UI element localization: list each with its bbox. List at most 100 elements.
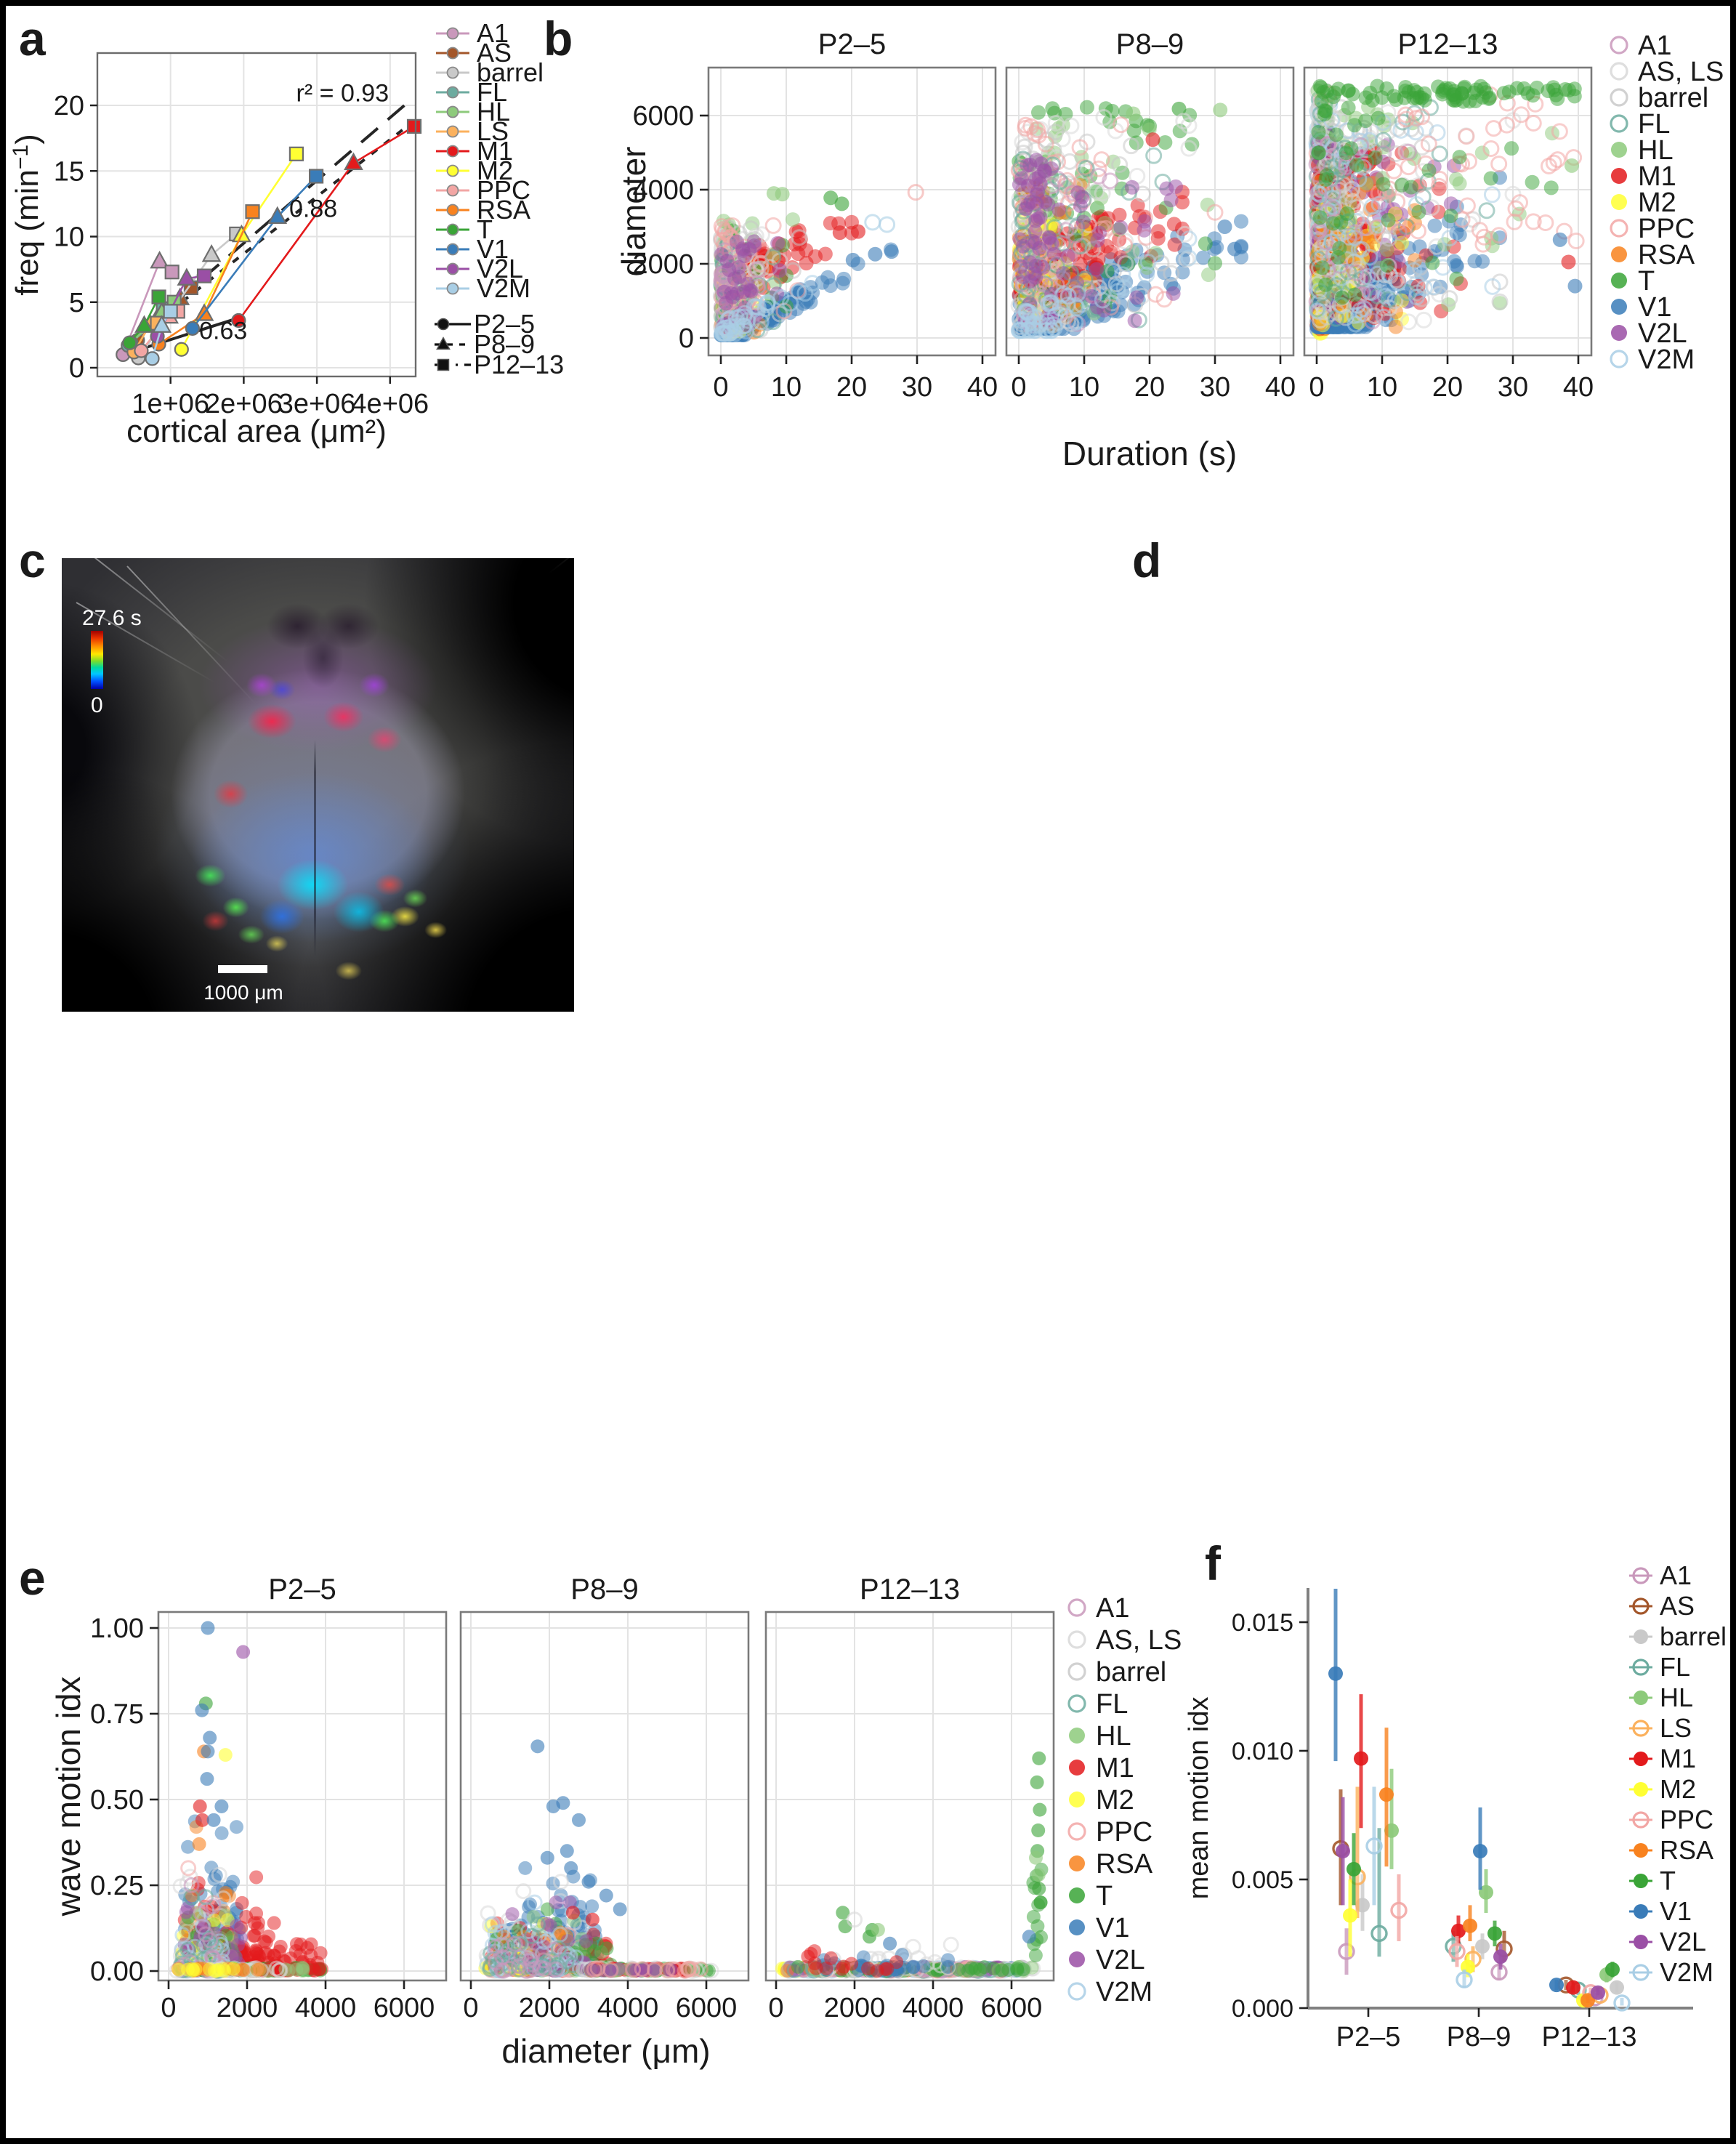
y-tick-label: 0.00 — [90, 1956, 144, 1987]
data-point-V2M — [1018, 304, 1035, 321]
data-point-M2 — [211, 1962, 225, 1977]
data-point-HL — [526, 1909, 541, 1924]
data-point-V2M — [1180, 230, 1198, 248]
y-axis-title: freq (min−1) — [9, 134, 45, 295]
data-point-HL — [1126, 106, 1141, 121]
brain-latency-photo: 27.6 s 0 1000 μm — [62, 558, 574, 1012]
legend-marker — [446, 105, 459, 118]
data-point-V1 — [868, 246, 883, 262]
data-point-T — [1317, 107, 1332, 122]
data-point-M1 — [1112, 207, 1127, 222]
data-point-T — [1376, 177, 1391, 192]
data-point-PPC — [1551, 123, 1568, 140]
legend-marker — [1611, 273, 1627, 289]
data-point-PPC — [1037, 135, 1054, 153]
data-point-A1 — [1067, 226, 1084, 243]
data-point-T — [1198, 236, 1213, 251]
legend-marker — [1610, 219, 1628, 238]
data-point-A1 — [1325, 184, 1342, 201]
data-point-V2L — [505, 1907, 520, 1922]
data-point-V2M — [721, 310, 738, 327]
data-point-V2L — [1041, 197, 1056, 212]
data-point-T — [1339, 206, 1355, 222]
data-point-PPC — [1389, 193, 1406, 211]
data-point-T — [1327, 85, 1342, 100]
legend-marker — [446, 164, 459, 177]
data-point-V1 — [214, 1799, 229, 1813]
data-point-V2L — [1127, 313, 1142, 329]
x-tick-label: 40 — [1265, 372, 1296, 403]
x-tick-label: 0 — [1309, 372, 1324, 403]
data-point-T — [1525, 174, 1540, 190]
data-point-V2L — [736, 284, 751, 299]
data-point-V2L — [1030, 187, 1045, 202]
y-tick-label: 4000 — [632, 175, 694, 206]
data-point-V2L — [1168, 179, 1183, 194]
legend-marker — [446, 184, 459, 197]
data-point-T — [1449, 271, 1464, 286]
data-point-PPC — [1115, 236, 1133, 254]
data-point-V2M — [1059, 287, 1077, 305]
data-point-T — [1045, 101, 1060, 116]
data-point-PPC — [1506, 213, 1523, 230]
data-point-V2M — [1416, 279, 1433, 297]
data-point-PPC — [724, 217, 741, 234]
legend-marker — [1611, 325, 1627, 341]
data-point-M1 — [249, 1870, 264, 1885]
data-point-FL — [1399, 284, 1416, 302]
data-point-T — [1105, 103, 1120, 118]
y-tick-label: 15 — [54, 156, 84, 187]
data-point-V2L — [230, 1919, 244, 1933]
data-point-ASLS — [552, 1874, 569, 1890]
legend-label: V2M — [477, 273, 530, 303]
data-point-V2L — [1031, 169, 1046, 185]
data-point-V2M — [174, 1927, 191, 1943]
legend-marker — [446, 282, 459, 295]
legend-age-label: P12–13 — [474, 350, 564, 379]
facet-title: P12–13 — [1398, 28, 1498, 60]
data-point-M1 — [799, 256, 814, 271]
data-point-ASLS — [1178, 251, 1195, 268]
data-point-ASLS — [1095, 109, 1113, 126]
data-point-PPC — [1397, 106, 1414, 124]
data-point-V2L — [1030, 211, 1046, 226]
data-point-FL — [1078, 159, 1095, 177]
data-point-T — [1319, 168, 1334, 183]
data-point-V2M — [772, 289, 790, 306]
data-point-T — [1368, 150, 1383, 165]
data-point-V2M — [1352, 302, 1369, 319]
data-point-V1 — [884, 244, 899, 259]
data-point-V1 — [1227, 241, 1242, 257]
data-point-barrel — [1331, 110, 1348, 127]
data-point-PPC — [1507, 200, 1525, 217]
data-point-FL — [1145, 147, 1163, 164]
legend-label: V2L — [1638, 318, 1687, 349]
data-point-FL — [197, 1889, 214, 1906]
data-point-HL — [1474, 145, 1490, 161]
data-point-V2L — [1033, 156, 1049, 172]
legend-marker — [446, 66, 459, 79]
data-point-barrel — [1061, 153, 1078, 170]
data-point-barrel — [1123, 137, 1140, 155]
data-point-PPC — [134, 343, 149, 358]
legend-age-label: P2–5 — [474, 309, 535, 339]
panel-label-c: c — [19, 533, 46, 587]
data-point-A1 — [205, 1898, 222, 1914]
data-point-PPC — [1410, 222, 1427, 240]
data-point-ASLS — [272, 1962, 288, 1978]
data-point-M2 — [288, 146, 304, 161]
data-point-V2L — [1060, 249, 1075, 264]
x-tick-label: 4000 — [295, 1993, 357, 2023]
data-point-T — [1334, 290, 1349, 305]
data-point-ASLS — [215, 1890, 232, 1907]
data-point-V2M — [1363, 198, 1381, 215]
data-point-T — [1421, 163, 1437, 178]
data-point-V2L — [179, 1905, 193, 1919]
data-point-V2M — [1139, 253, 1157, 270]
data-point-ASLS — [1311, 294, 1328, 311]
data-point-V2M — [1389, 274, 1407, 291]
data-point-V2L — [1166, 286, 1181, 301]
data-point-T — [1345, 86, 1360, 102]
x-tick-label: 30 — [1498, 372, 1528, 403]
